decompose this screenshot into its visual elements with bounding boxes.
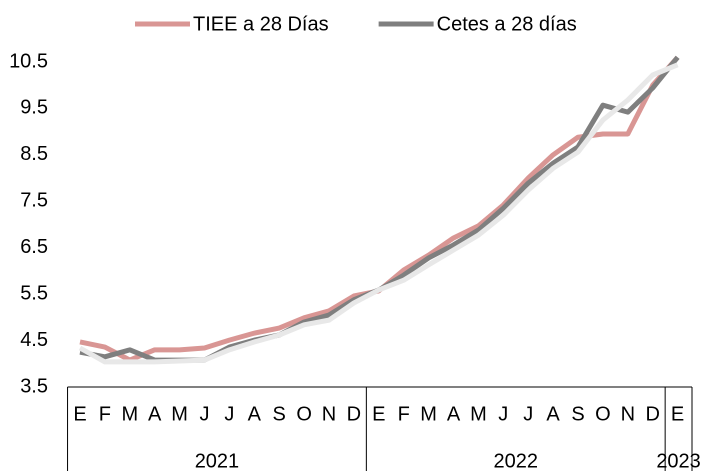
x-tick-label: O	[296, 403, 312, 425]
x-tick-label: M	[121, 403, 138, 425]
x-tick-label: E	[671, 403, 684, 425]
x-tick-label: F	[398, 403, 410, 425]
year-label: 2022	[494, 450, 539, 471]
x-tick-label: A	[546, 403, 560, 425]
legend-label: TIEE a 28 Días	[193, 13, 329, 35]
y-tick-label: 3.5	[20, 375, 48, 397]
x-tick-label: J	[523, 403, 533, 425]
y-tick-label: 4.5	[20, 329, 48, 351]
x-tick-label: O	[595, 403, 611, 425]
legend-label: Cetes a 28 días	[437, 13, 577, 35]
year-label: 2021	[195, 450, 240, 471]
y-tick-label: 8.5	[20, 143, 48, 165]
x-tick-label: N	[621, 403, 635, 425]
y-tick-label: 7.5	[20, 190, 48, 212]
x-tick-label: N	[322, 403, 336, 425]
x-tick-label: J	[498, 403, 508, 425]
x-tick-label: J	[224, 403, 234, 425]
x-tick-label: A	[248, 403, 262, 425]
x-tick-label: S	[273, 403, 286, 425]
year-label: 2023	[656, 450, 701, 471]
series-line	[79, 55, 680, 363]
y-tick-label: 5.5	[20, 282, 48, 304]
x-tick-label: M	[171, 403, 188, 425]
y-tick-label: 6.5	[20, 236, 48, 258]
x-tick-label: D	[347, 403, 361, 425]
series-line	[79, 55, 680, 363]
y-tick-label: 10.5	[9, 50, 48, 72]
x-tick-label: A	[447, 403, 461, 425]
x-tick-label: M	[470, 403, 487, 425]
x-tick-label: D	[645, 403, 659, 425]
x-tick-label: F	[99, 403, 111, 425]
x-tick-label: A	[148, 403, 162, 425]
x-tick-label: M	[420, 403, 437, 425]
x-tick-label: E	[73, 403, 86, 425]
x-tick-label: E	[372, 403, 385, 425]
x-tick-label: S	[571, 403, 584, 425]
y-tick-label: 9.5	[20, 97, 48, 119]
x-tick-label: J	[200, 403, 210, 425]
series-line	[78, 62, 679, 365]
